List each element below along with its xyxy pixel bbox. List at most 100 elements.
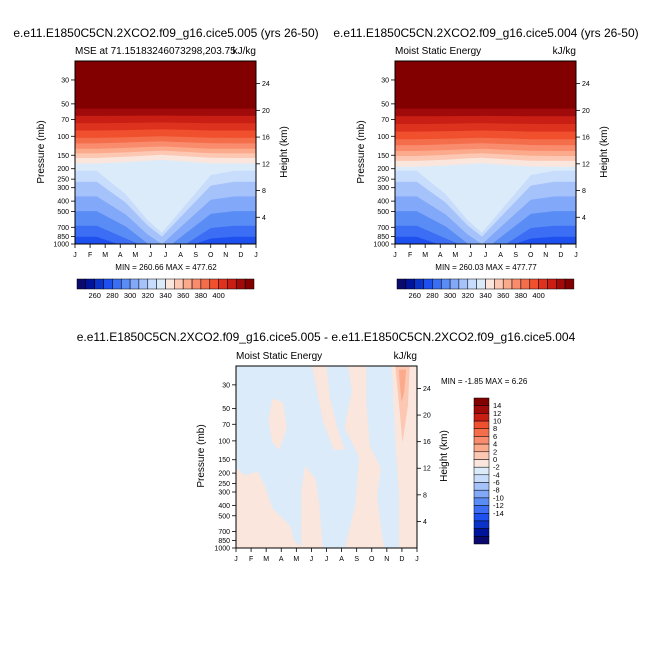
height-tick-label: 4 [423,519,427,526]
colorbar-label: 320 [142,291,155,300]
month-tick-label: F [249,556,253,563]
pressure-tick-label: 850 [377,234,389,241]
height-tick-label: 4 [262,215,266,222]
pressure-tick-label: 100 [218,438,230,445]
contour-band [301,466,323,548]
month-tick-label: N [384,556,389,563]
colorbar-swatch [94,278,104,290]
y-axis-right-label: Height (km) [279,126,290,178]
colorbar-label: 12 [493,409,501,418]
colorbar-swatch [547,278,557,290]
colorbar-label: 380 [515,291,528,300]
height-tick-label: 20 [582,108,590,115]
colorbar-swatch [473,513,490,522]
colorbar-swatch [511,278,522,290]
month-tick-label: M [132,252,138,259]
colorbar-label: -10 [493,493,504,502]
pressure-tick-label: 100 [377,134,389,141]
pressure-tick-label: 200 [218,471,230,478]
pressure-tick-label: 70 [222,422,230,429]
colorbar-swatch [449,278,460,290]
month-tick-label: J [310,556,314,563]
month-tick-label: O [208,252,214,259]
pressure-tick-label: 400 [57,199,69,206]
height-tick-label: 8 [582,188,586,195]
month-tick-label: A [438,252,443,259]
month-tick-label: A [498,252,503,259]
colorbar-swatch [473,505,490,514]
colorbar-label: -2 [493,463,500,472]
colorbar-swatch [441,278,451,290]
colorbar-swatch [227,278,237,290]
colorbar-swatch [191,278,202,290]
pressure-tick-label: 30 [222,382,230,389]
height-tick-label: 20 [262,108,270,115]
pressure-tick-label: 100 [57,134,69,141]
contour-field [75,61,256,244]
colorbar-swatch [473,413,490,422]
height-axis: 4 8 12 16 20 24 [576,81,590,222]
month-tick-label: M [293,556,299,563]
pressure-tick-label: 50 [381,101,389,108]
panel-units: kJ/kg [394,351,417,362]
colorbar-swatch [218,278,228,290]
month-tick-label: J [234,556,238,563]
pressure-tick-label: 70 [381,117,389,124]
height-tick-label: 24 [582,81,590,88]
colorbar-label: 400 [532,291,545,300]
height-tick-label: 24 [262,81,270,88]
colorbar-swatch [432,278,442,290]
pressure-tick-label: 150 [377,153,389,160]
colorbar-label: 14 [493,401,501,410]
colorbar-swatch [423,278,433,290]
pressure-tick-label: 1000 [373,242,389,249]
colorbar-label: 2 [493,447,497,456]
colorbar-swatch [502,278,513,290]
colorbar-swatch [564,278,575,290]
colorbar-swatch [200,278,210,290]
pressure-tick-label: 30 [61,77,69,84]
colorbar-swatch [556,278,566,290]
colorbar-swatch [236,278,246,290]
colorbar-swatch [473,451,490,460]
panel-difference: e.e11.E1850C5CN.2XCO2.f09_g16.cice5.005 … [77,330,576,563]
month-tick-label: A [279,556,284,563]
contour-band [391,366,417,548]
pressure-tick-label: 400 [377,199,389,206]
panel-top-left: e.e11.E1850C5CN.2XCO2.f09_g16.cice5.005 … [13,26,318,300]
month-tick-label: N [543,252,548,259]
contour-band [344,366,385,548]
pressure-tick-label: 500 [377,209,389,216]
panel-title: e.e11.E1850C5CN.2XCO2.f09_g16.cice5.005 … [13,26,318,40]
pressure-tick-label: 700 [218,529,230,536]
colorbar-label: -8 [493,486,500,495]
colorbar-label: 340 [479,291,492,300]
colorbar-swatch [396,278,407,290]
colorbar-swatch [76,278,87,290]
height-tick-label: 16 [582,135,590,142]
panel-left-subtitle: Moist Static Energy [236,351,322,362]
pressure-tick-label: 500 [218,513,230,520]
height-tick-label: 12 [582,161,590,168]
colorbar-swatch [103,278,113,290]
contour-field [395,61,576,244]
colorbar-swatch [485,278,495,290]
pressure-tick-label: 850 [57,234,69,241]
colorbar-swatch [473,459,490,468]
colorbar-swatch [414,278,424,290]
month-tick-label: O [369,556,375,563]
y-axis-right-label: Height (km) [599,126,610,178]
month-tick-label: S [513,252,518,259]
panel-title: e.e11.E1850C5CN.2XCO2.f09_g16.cice5.005 … [77,330,576,344]
month-tick-label: A [178,252,183,259]
y-axis-label: Pressure (mb) [356,120,367,183]
pressure-tick-label: 200 [377,166,389,173]
colorbar-label: 320 [462,291,475,300]
colorbar: 260 280 300 320 340 360 380 400 [396,278,575,300]
pressure-tick-label: 200 [57,166,69,173]
colorbar: 260 280 300 320 340 360 380 400 [76,278,255,300]
colorbar-label: 300 [444,291,457,300]
pressure-tick-label: 70 [61,117,69,124]
colorbar-swatch [473,474,490,483]
